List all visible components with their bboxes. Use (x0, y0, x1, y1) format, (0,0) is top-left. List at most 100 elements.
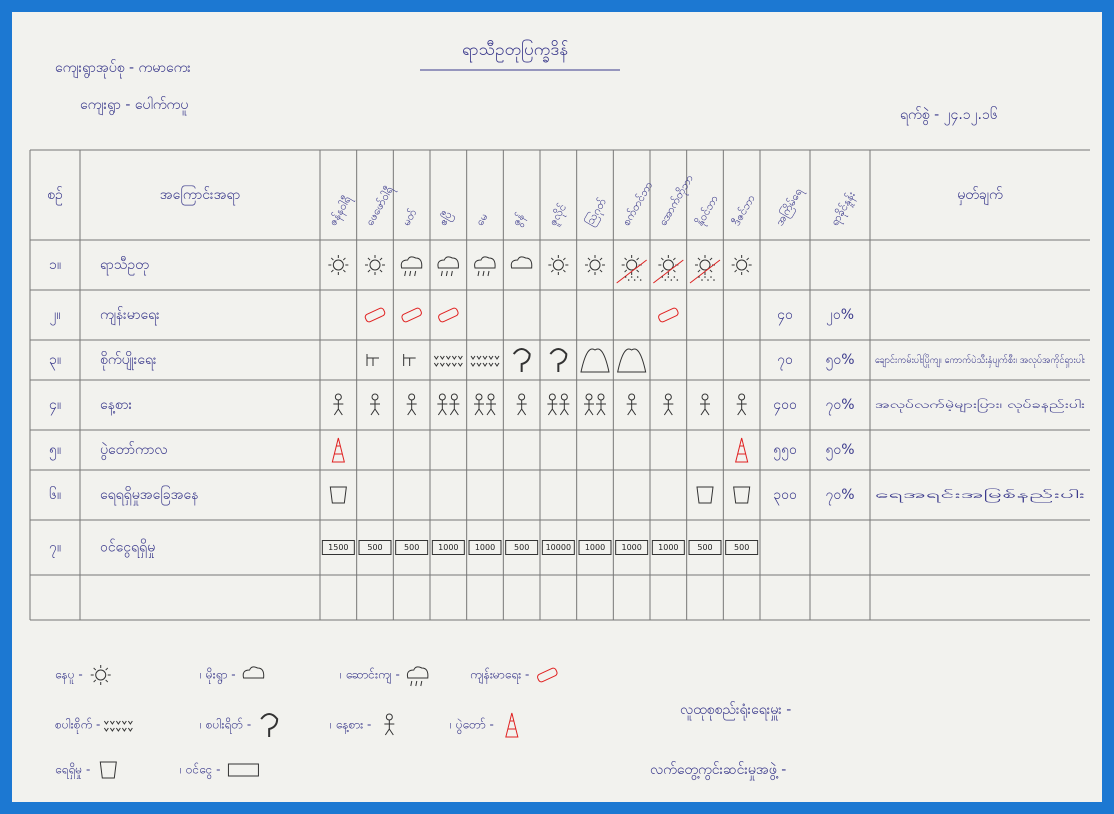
sun (95, 669, 107, 681)
grass (103, 720, 109, 725)
sun-ray (330, 257, 334, 261)
sun-ray (105, 667, 109, 671)
row-percent: ၇၀% (825, 487, 854, 505)
sun (369, 259, 381, 271)
grass (127, 720, 133, 725)
sun-ray (550, 269, 554, 273)
sun-ray (562, 269, 566, 273)
icon (626, 393, 637, 416)
grass (476, 355, 482, 360)
icon (329, 486, 347, 504)
sun-ray (672, 269, 676, 273)
icon (596, 393, 606, 416)
icon (548, 255, 569, 275)
sun-ray (746, 269, 750, 273)
frost-slash (653, 259, 684, 284)
row-note: ချောင်းကမ်းပါးပြိုကျ၊ ကောက်ပဲသီးနှံပျက်စ… (875, 352, 1085, 368)
grass (439, 362, 445, 367)
sun (552, 259, 564, 271)
legend-label: ၊ ဆောင်းကျ - (340, 667, 400, 685)
bill (541, 540, 575, 555)
sun-ray (672, 257, 676, 261)
icon (537, 667, 558, 683)
grass (109, 720, 115, 725)
frost-dot (633, 279, 636, 281)
row-percent: ၅၀% (825, 442, 854, 460)
sun (736, 259, 748, 271)
bill-amount: 1000 (438, 543, 458, 552)
icon (384, 713, 395, 736)
sun-ray (587, 269, 591, 273)
sun-ray (330, 269, 334, 273)
title: ရာသီဥတုပြက္ခဒိန် (462, 38, 568, 63)
sun (626, 259, 638, 271)
bill-amount: 1000 (658, 543, 678, 552)
tower (505, 712, 519, 738)
icon (406, 666, 429, 687)
grass (433, 362, 439, 367)
row-count: ၄၀ (777, 307, 793, 325)
person-body (370, 400, 380, 416)
rain-drop (415, 680, 418, 687)
bill-amount: 500 (367, 543, 382, 552)
sun-ray (709, 269, 713, 273)
grass (482, 362, 488, 367)
bucket (696, 486, 714, 504)
sun-ray (379, 269, 383, 273)
column-header: မေ (473, 211, 490, 228)
rain-drop (409, 270, 412, 277)
row-number: ၁။ (49, 257, 61, 273)
grass (488, 362, 494, 367)
seedling (366, 354, 379, 366)
sun-ray (342, 257, 346, 261)
grass (488, 355, 494, 360)
frost-dot (713, 279, 715, 281)
row-percent: ၅၀% (825, 352, 854, 370)
frost-dot (701, 279, 703, 281)
icon (505, 712, 519, 738)
person-body (474, 400, 484, 416)
icon (585, 255, 605, 275)
icon (700, 393, 710, 416)
sun-ray (367, 257, 371, 261)
rain-drop (410, 680, 413, 687)
grass (445, 362, 451, 367)
sun-ray (367, 269, 371, 273)
row-note: အလုပ်လက်မဲ့များပြား၊ လုပ်ခနည်းပါး (875, 397, 1086, 413)
row-count: ၄၀၀ (773, 397, 797, 415)
cloud (406, 666, 429, 679)
person-body (547, 400, 558, 416)
sun-ray (587, 257, 591, 261)
frost-dot (664, 279, 667, 281)
mound (617, 348, 647, 373)
frost-dot (698, 276, 700, 278)
grass (482, 355, 488, 360)
sun (332, 259, 344, 271)
person-body (584, 400, 594, 416)
bucket (99, 761, 117, 779)
row-topic: ရေရရှိမှုအခြေအနေ (100, 486, 198, 505)
frost-dot (639, 279, 642, 281)
rain-drop (414, 270, 417, 277)
rain-drop (420, 680, 423, 687)
sun-ray (636, 257, 640, 261)
sun-ray (342, 269, 346, 273)
sun-ray (734, 269, 738, 273)
bill (578, 540, 612, 555)
person-body (559, 400, 570, 416)
icon (242, 666, 265, 679)
frost-dot (676, 279, 679, 281)
grass (127, 727, 133, 732)
grass (451, 355, 457, 360)
pill (438, 307, 459, 323)
frost-dot (670, 279, 673, 281)
frost-dot (704, 276, 706, 278)
icon (449, 393, 460, 416)
person-body (663, 400, 674, 416)
bill-amount: 500 (514, 543, 529, 552)
icon (547, 393, 558, 416)
signature: လူထုစုစည်းရုံးရေးမှူး - (680, 702, 791, 720)
person-body (384, 720, 395, 736)
bill (468, 540, 502, 555)
